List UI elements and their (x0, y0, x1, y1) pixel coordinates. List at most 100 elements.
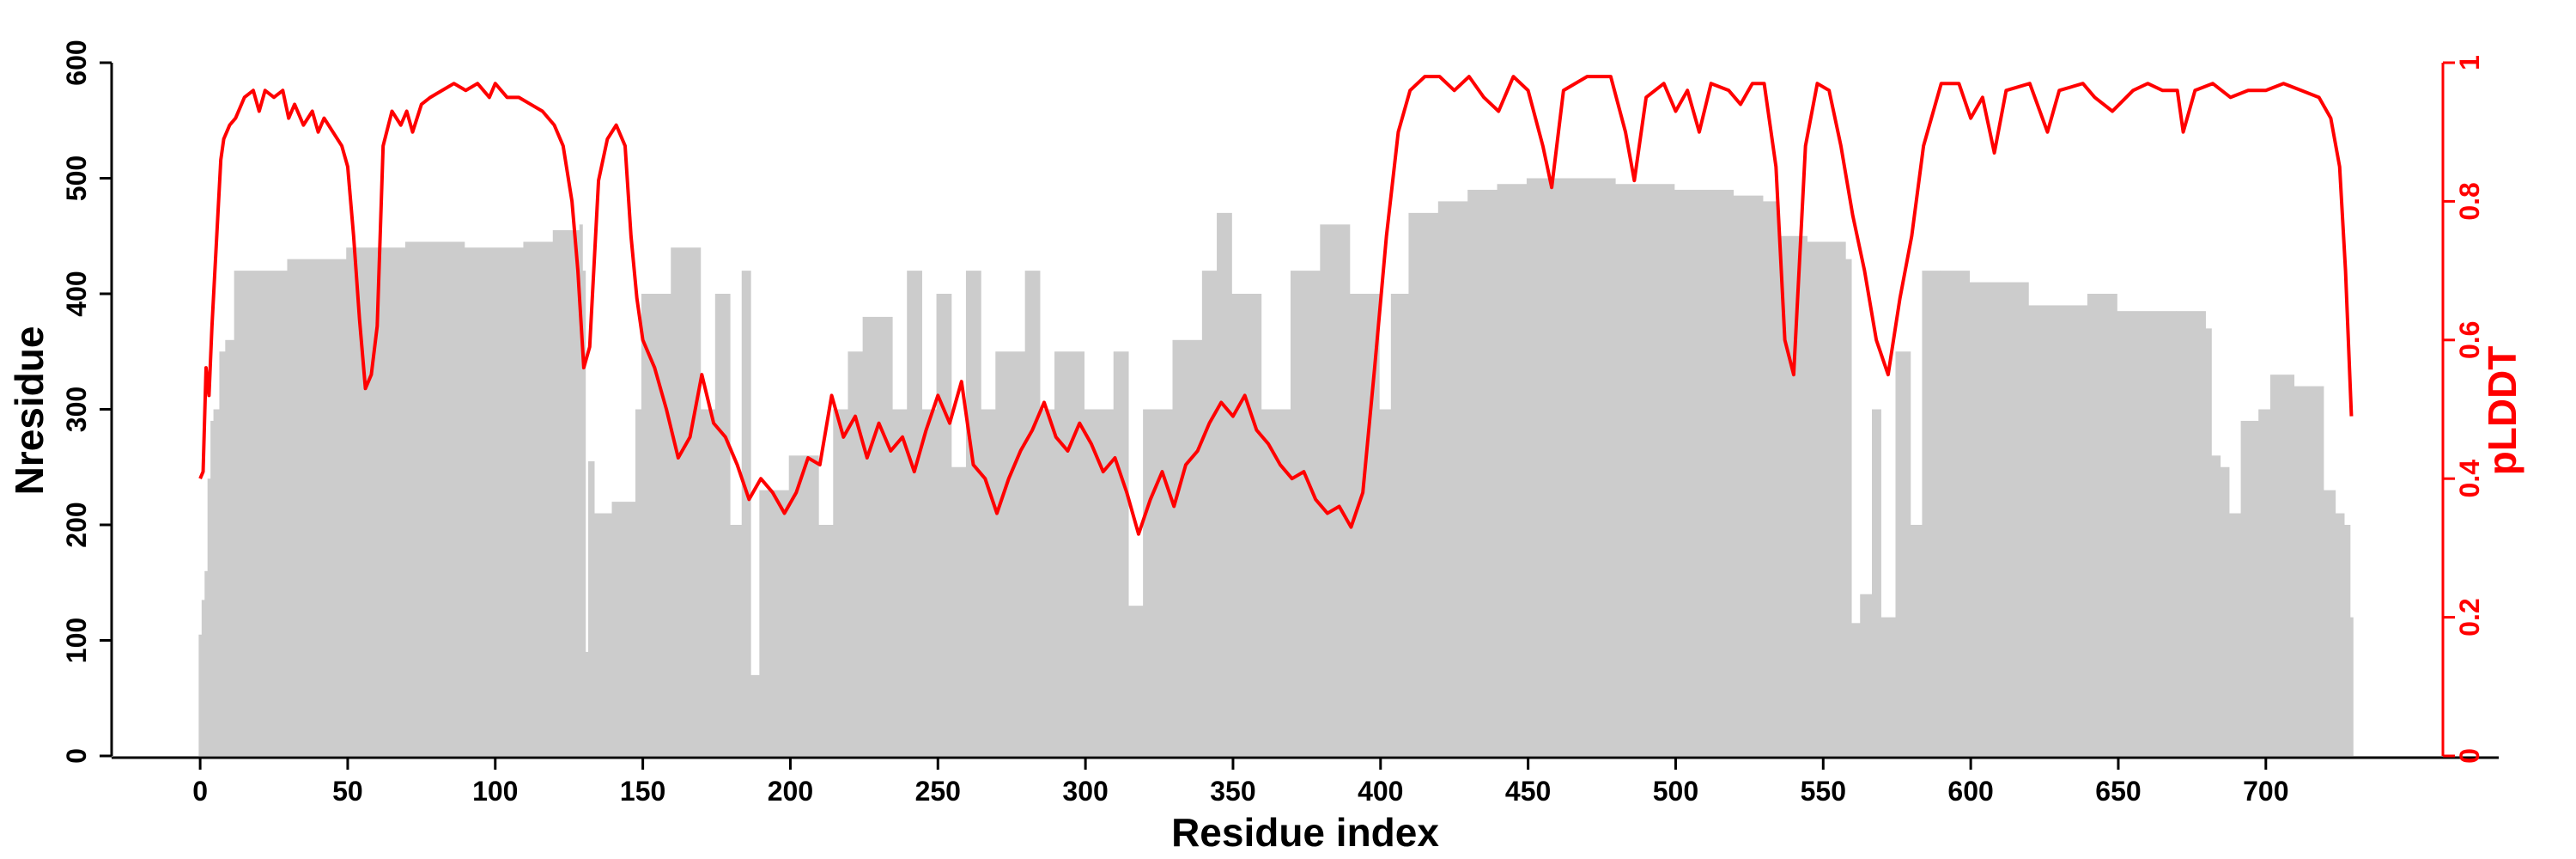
bar (1201, 271, 1218, 757)
bar (1497, 184, 1528, 757)
bar (1261, 409, 1291, 756)
bar (464, 247, 525, 756)
y-tick-label: 600 (61, 40, 92, 85)
bar (582, 271, 586, 757)
y-tick-label: 300 (61, 387, 92, 432)
x-tick-label: 600 (1947, 776, 1993, 807)
bar (1054, 351, 1084, 756)
x-tick-label: 200 (768, 776, 813, 807)
bar (862, 316, 893, 756)
plddt-line-layer (198, 75, 2354, 536)
y-axis-title: Nresidue (7, 326, 52, 496)
bar (741, 271, 751, 757)
bar (1910, 525, 1923, 756)
bar (936, 294, 952, 756)
y-tick-label: 100 (61, 618, 92, 663)
bar (2349, 617, 2354, 756)
bar (1467, 189, 1498, 756)
bar (759, 490, 790, 756)
bar (1860, 594, 1873, 756)
bar (552, 230, 580, 756)
bar (1408, 212, 1439, 757)
bar (1556, 178, 1616, 756)
labels-layer: Residue index Nresidue pLDDT (7, 326, 2524, 855)
bar (1940, 271, 1971, 757)
bar (995, 351, 1026, 756)
x-tick-label: 500 (1653, 776, 1698, 807)
x-tick-label: 350 (1210, 776, 1255, 807)
x-tick-label: 650 (2095, 776, 2141, 807)
bar (1024, 271, 1041, 757)
bar (2028, 305, 2088, 756)
bar (2175, 311, 2206, 756)
y2-tick-label: 1 (2454, 55, 2485, 70)
x-tick-label: 300 (1062, 776, 1108, 807)
y-tick-label: 500 (61, 155, 92, 201)
bar (714, 294, 731, 756)
bar (2343, 525, 2351, 756)
bar (523, 241, 554, 757)
bar (204, 570, 209, 756)
bar (213, 409, 221, 756)
bar (907, 271, 922, 757)
bar (818, 525, 834, 756)
bar (375, 247, 406, 756)
y-tick-label: 200 (61, 502, 92, 547)
x-tick-label: 150 (620, 776, 665, 807)
bar (1807, 241, 1846, 757)
bar (1850, 623, 1861, 756)
bar (892, 409, 908, 756)
y-tick-label: 0 (61, 748, 92, 764)
bar (207, 478, 211, 756)
bar (234, 271, 289, 757)
bar (833, 409, 849, 756)
bar (2220, 466, 2230, 756)
bar (1217, 212, 1232, 757)
x-tick-label: 550 (1801, 776, 1846, 807)
bar (1895, 351, 1911, 756)
bar (1880, 617, 1897, 756)
bar (951, 466, 967, 756)
bar (848, 351, 864, 756)
axes-layer: 0 100 200 300 400 500 600 0 50 100 150 200 250 300 350… (61, 40, 2499, 807)
bar (404, 241, 465, 757)
bar (585, 651, 589, 756)
bar (201, 600, 205, 756)
bar (729, 525, 743, 756)
bar (219, 351, 226, 756)
bar (1039, 409, 1055, 756)
bar (287, 259, 347, 756)
x-tick-label: 0 (192, 776, 208, 807)
y2-tick-label: 0.8 (2454, 182, 2485, 220)
bar (225, 339, 235, 756)
bar (1390, 294, 1410, 756)
y-tick-label: 400 (61, 271, 92, 316)
x-tick-label: 100 (472, 776, 518, 807)
bar (1172, 339, 1203, 756)
bar (1143, 409, 1174, 756)
y2-tick-label: 0.4 (2454, 460, 2485, 498)
bar (579, 224, 583, 756)
bar (1231, 294, 1262, 756)
bar (1762, 201, 1778, 756)
bar (1674, 189, 1735, 756)
x-tick-label: 450 (1505, 776, 1551, 807)
x-tick-label: 400 (1358, 776, 1403, 807)
x-tick-label: 50 (332, 776, 363, 807)
y2-tick-label: 0 (2454, 748, 2485, 764)
bar (2293, 386, 2324, 756)
bar (965, 271, 981, 757)
bar (1845, 259, 1852, 756)
plddt-line (198, 75, 2354, 536)
bar (1922, 271, 1941, 757)
bar (198, 634, 203, 756)
bar (671, 247, 702, 756)
bar (210, 420, 215, 756)
bar (1526, 178, 1557, 756)
bar (981, 409, 996, 756)
bar (593, 513, 613, 756)
x-tick-label: 250 (915, 776, 961, 807)
bar (1113, 351, 1129, 756)
bar (611, 502, 636, 756)
